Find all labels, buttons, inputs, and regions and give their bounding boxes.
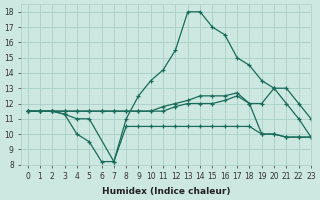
X-axis label: Humidex (Indice chaleur): Humidex (Indice chaleur) (102, 187, 230, 196)
